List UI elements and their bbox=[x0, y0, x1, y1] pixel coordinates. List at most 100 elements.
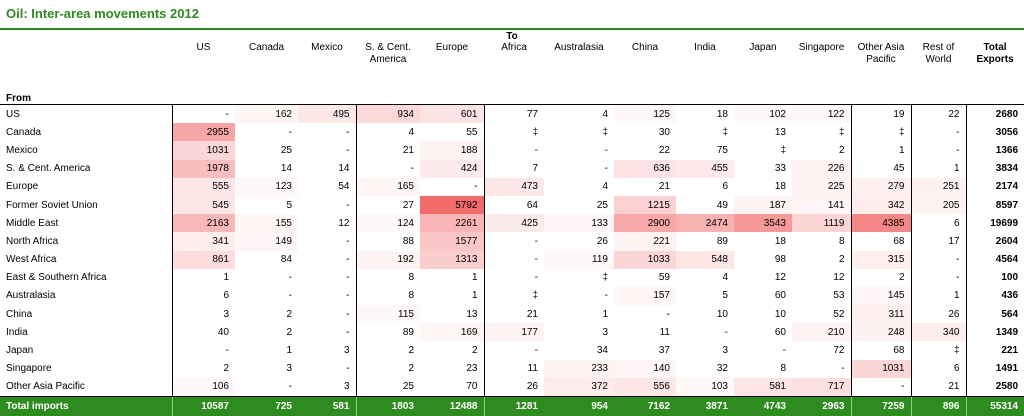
cell-value: - bbox=[544, 141, 614, 159]
cell-value: 1281 bbox=[484, 397, 544, 416]
row-total: 3834 bbox=[966, 160, 1024, 178]
cell-value: 11 bbox=[484, 360, 544, 378]
cell-value: 10 bbox=[734, 305, 792, 323]
cell-value: 581 bbox=[734, 378, 792, 397]
cell-value: 342 bbox=[851, 196, 911, 214]
row-total: 2680 bbox=[966, 105, 1024, 124]
cell-value: 636 bbox=[614, 160, 676, 178]
cell-value: 1577 bbox=[420, 232, 484, 250]
cell-value: 140 bbox=[614, 360, 676, 378]
cell-value: 205 bbox=[911, 196, 966, 214]
cell-value: 60 bbox=[734, 287, 792, 305]
row-label: Australasia bbox=[0, 287, 172, 305]
cell-value: 25 bbox=[356, 378, 420, 397]
cell-value: 221 bbox=[614, 232, 676, 250]
cell-value: 187 bbox=[734, 196, 792, 214]
cell-value: 89 bbox=[676, 232, 734, 250]
cell-value: 1119 bbox=[792, 214, 851, 232]
cell-value: 2474 bbox=[676, 214, 734, 232]
cell-value: 53 bbox=[792, 287, 851, 305]
from-label: From bbox=[0, 84, 172, 105]
cell-value: 4 bbox=[676, 269, 734, 287]
cell-value: 177 bbox=[484, 323, 544, 341]
cell-value: 248 bbox=[851, 323, 911, 341]
row-label: Mexico bbox=[0, 141, 172, 159]
cell-value: 5792 bbox=[420, 196, 484, 214]
cell-value: 21 bbox=[484, 305, 544, 323]
cell-value: 210 bbox=[792, 323, 851, 341]
row-total: 1366 bbox=[966, 141, 1024, 159]
cell-value: - bbox=[614, 305, 676, 323]
cell-value: 17 bbox=[911, 232, 966, 250]
cell-value: 2 bbox=[235, 323, 298, 341]
cell-value: 2 bbox=[356, 341, 420, 359]
cell-value: 21 bbox=[911, 378, 966, 397]
cell-value: - bbox=[172, 105, 235, 124]
column-header: S. & Cent. America bbox=[356, 42, 420, 84]
cell-value: 25 bbox=[235, 141, 298, 159]
cell-value: 2261 bbox=[420, 214, 484, 232]
row-label: Former Soviet Union bbox=[0, 196, 172, 214]
cell-value: 133 bbox=[544, 214, 614, 232]
cell-value: 1 bbox=[544, 305, 614, 323]
cell-value: 425 bbox=[484, 214, 544, 232]
cell-value: 2 bbox=[792, 141, 851, 159]
row-total: 3056 bbox=[966, 123, 1024, 141]
row-label: Japan bbox=[0, 341, 172, 359]
column-header: Europe bbox=[420, 42, 484, 84]
cell-value: 21 bbox=[356, 141, 420, 159]
cell-value: ‡ bbox=[484, 287, 544, 305]
cell-value: 225 bbox=[792, 178, 851, 196]
cell-value: 1803 bbox=[356, 397, 420, 416]
cell-value: - bbox=[734, 341, 792, 359]
cell-value: 340 bbox=[911, 323, 966, 341]
cell-value: 8 bbox=[734, 360, 792, 378]
cell-value: 934 bbox=[356, 105, 420, 124]
cell-value: 1215 bbox=[614, 196, 676, 214]
cell-value: 10 bbox=[676, 305, 734, 323]
row-total: 2580 bbox=[966, 378, 1024, 397]
cell-value: 1 bbox=[911, 160, 966, 178]
cell-value: 555 bbox=[172, 178, 235, 196]
cell-value: - bbox=[911, 269, 966, 287]
cell-value: 251 bbox=[911, 178, 966, 196]
cell-value: 149 bbox=[235, 232, 298, 250]
cell-value: 18 bbox=[734, 232, 792, 250]
cell-value: ‡ bbox=[734, 141, 792, 159]
cell-value: 26 bbox=[484, 378, 544, 397]
cell-value: 6 bbox=[172, 287, 235, 305]
cell-value: 103 bbox=[676, 378, 734, 397]
cell-value: 98 bbox=[734, 251, 792, 269]
cell-value: 106 bbox=[172, 378, 235, 397]
cell-value: 54 bbox=[298, 178, 356, 196]
cell-value: - bbox=[484, 341, 544, 359]
cell-value: 3 bbox=[676, 341, 734, 359]
cell-value: ‡ bbox=[792, 123, 851, 141]
from-row-spacer bbox=[172, 84, 1024, 105]
cell-value: 455 bbox=[676, 160, 734, 178]
cell-value: 192 bbox=[356, 251, 420, 269]
column-header: India bbox=[676, 42, 734, 84]
row-label: West Africa bbox=[0, 251, 172, 269]
cell-value: - bbox=[235, 269, 298, 287]
cell-value: - bbox=[235, 378, 298, 397]
cell-value: - bbox=[851, 378, 911, 397]
column-header: Canada bbox=[235, 42, 298, 84]
column-header: US bbox=[172, 42, 235, 84]
cell-value: 4 bbox=[544, 178, 614, 196]
cell-value: 8 bbox=[356, 287, 420, 305]
row-total: 100 bbox=[966, 269, 1024, 287]
row-total: 1349 bbox=[966, 323, 1024, 341]
cell-value: - bbox=[484, 251, 544, 269]
cell-value: - bbox=[484, 232, 544, 250]
column-header: Rest of World bbox=[911, 42, 966, 84]
cell-value: 84 bbox=[235, 251, 298, 269]
cell-value: 157 bbox=[614, 287, 676, 305]
